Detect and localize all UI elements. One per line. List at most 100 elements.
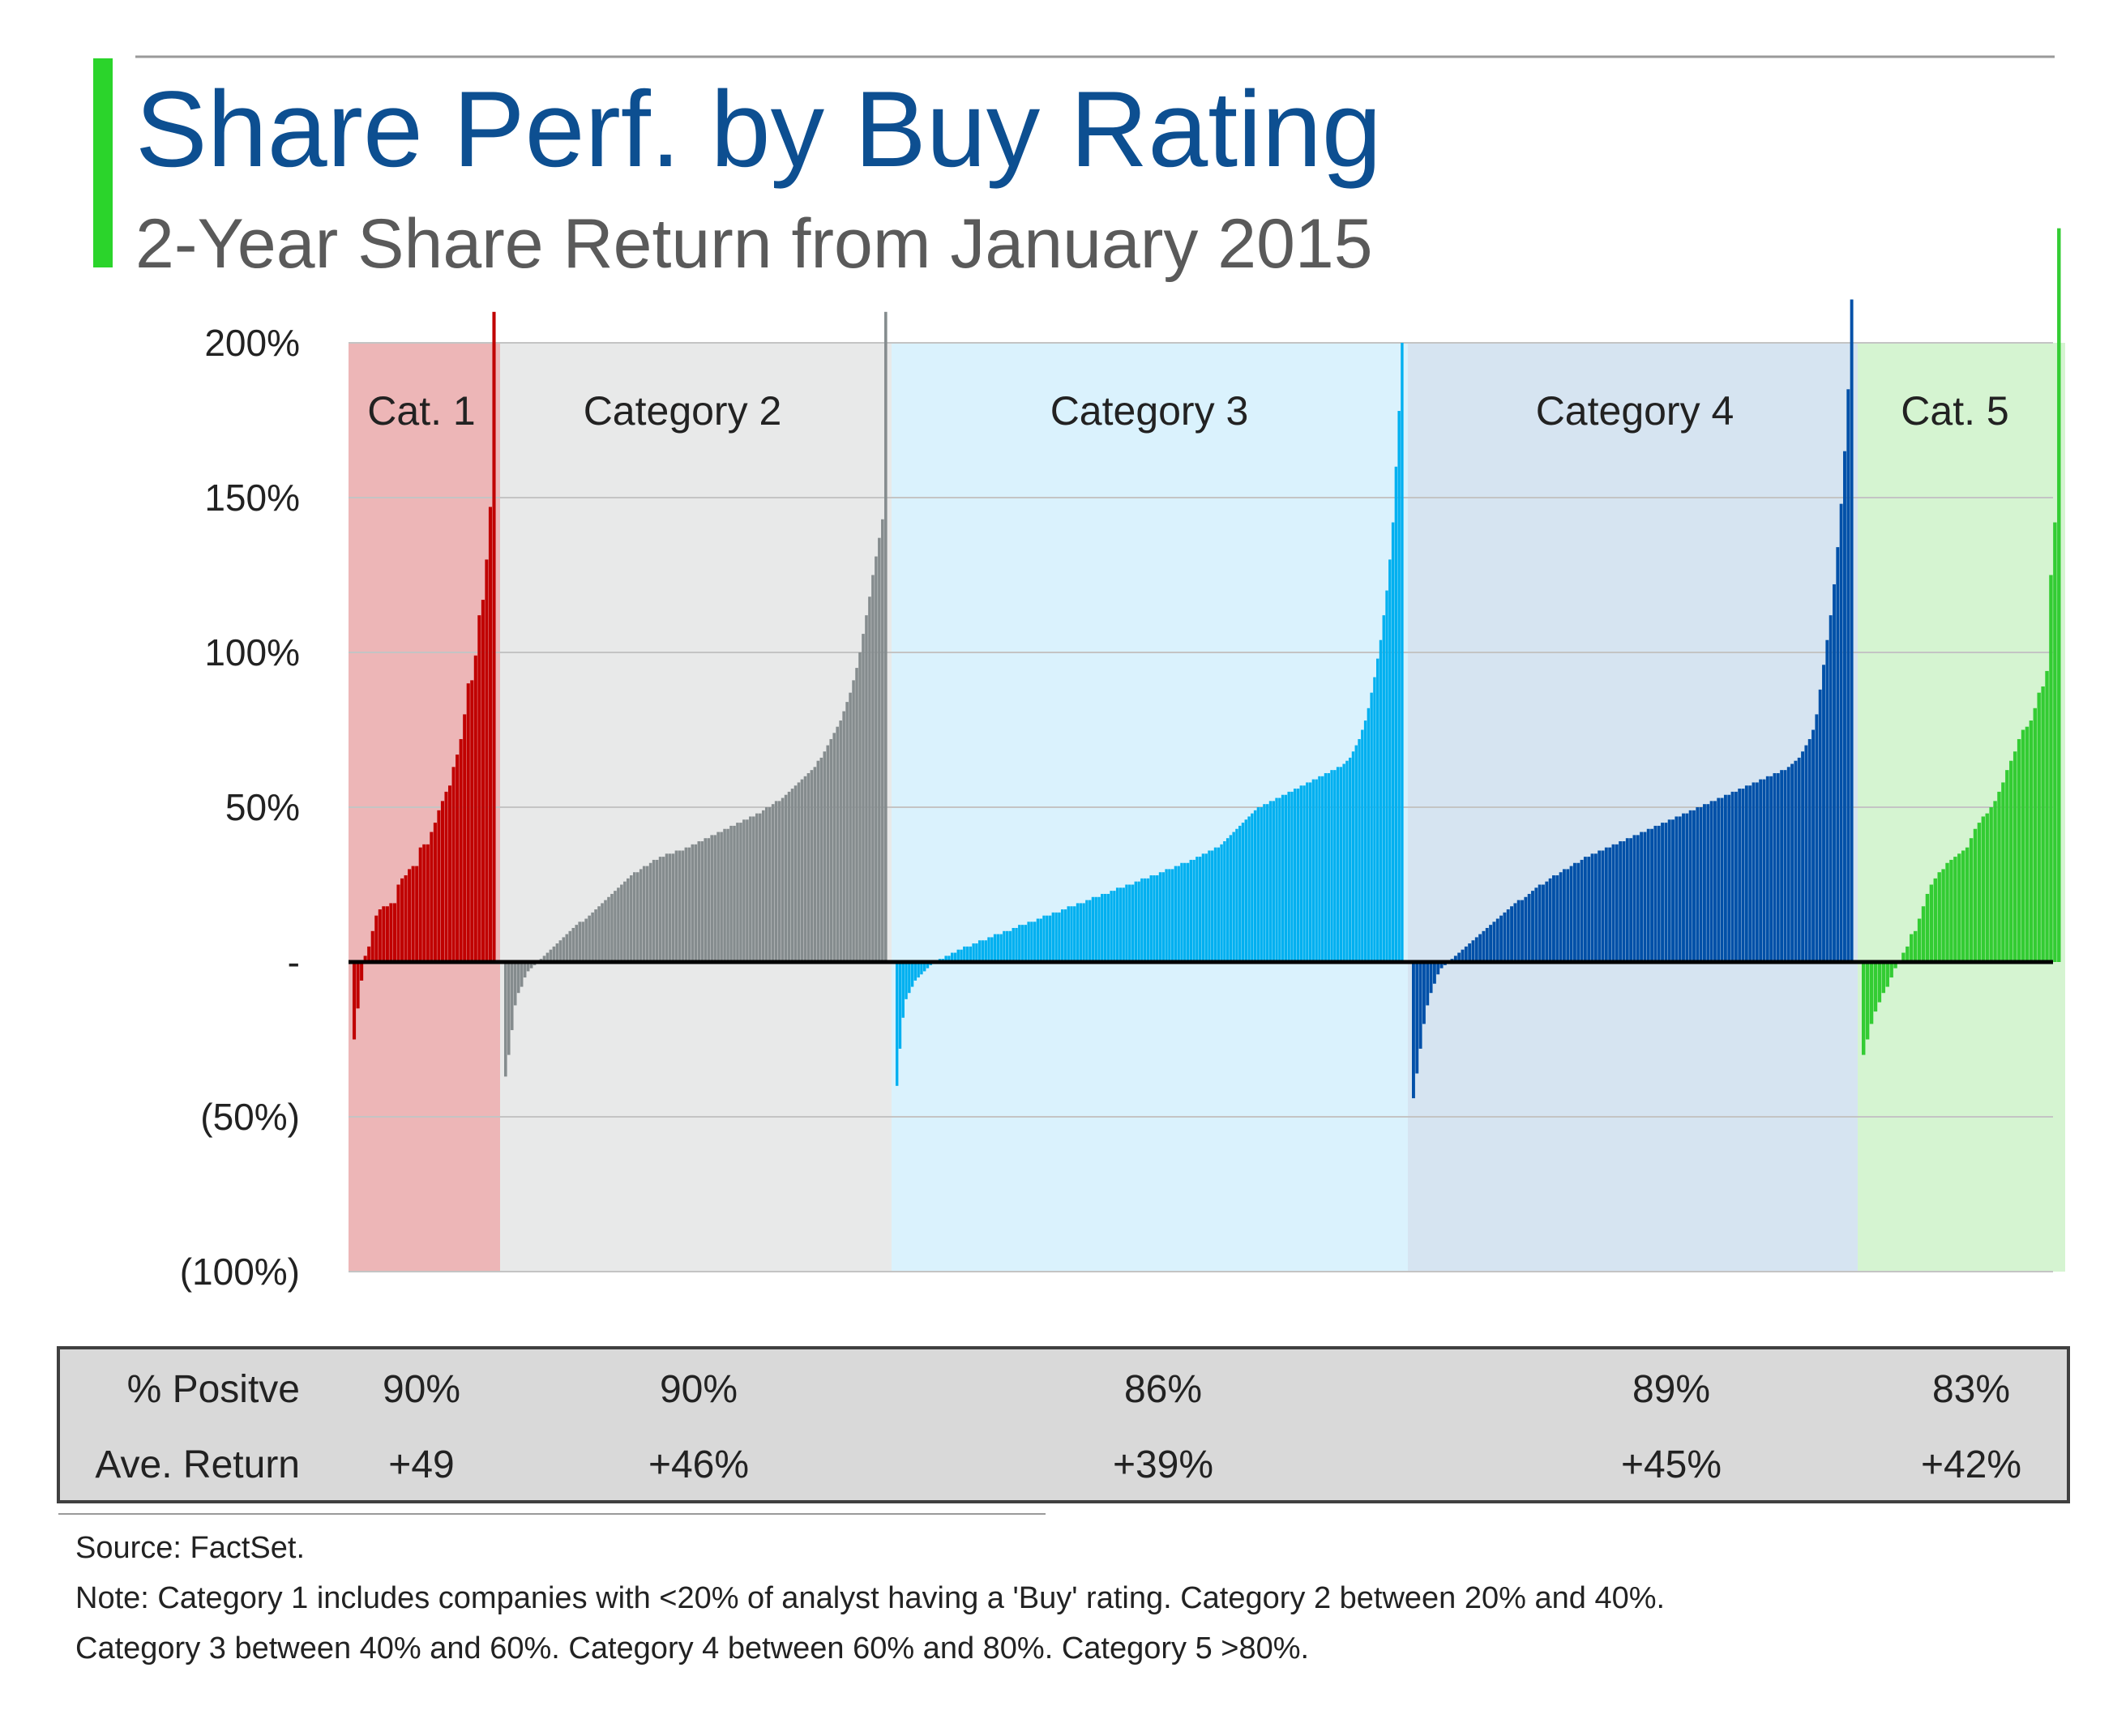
title-accent-bar — [93, 58, 113, 267]
bar — [1048, 915, 1052, 962]
bar — [558, 940, 562, 962]
bar — [1671, 819, 1675, 962]
bar — [1208, 850, 1211, 962]
gridlines — [349, 342, 2053, 1272]
bar — [956, 949, 960, 962]
bar — [1027, 921, 1030, 962]
bar — [617, 887, 620, 962]
bar — [687, 847, 691, 962]
bar — [1238, 825, 1242, 962]
bar — [1256, 807, 1260, 962]
category-4-label: Category 4 — [1536, 388, 1734, 434]
bar — [1327, 772, 1330, 962]
bar — [865, 615, 868, 962]
bar — [1196, 857, 1199, 962]
bar — [542, 956, 546, 962]
bar — [1153, 875, 1156, 962]
bar — [1146, 878, 1150, 962]
category-3-label: Category 3 — [1050, 388, 1249, 434]
bar — [1457, 952, 1461, 962]
bar — [1682, 813, 1685, 962]
bar — [614, 891, 617, 962]
bar — [665, 853, 669, 962]
bar — [1453, 956, 1457, 962]
bar — [356, 962, 360, 1009]
bar — [1287, 791, 1290, 962]
bar — [1278, 797, 1281, 962]
bar — [1953, 857, 1957, 962]
bar — [1339, 767, 1343, 962]
bar — [845, 702, 849, 962]
bar — [1688, 810, 1692, 962]
bar — [800, 779, 804, 962]
bar — [1542, 884, 1545, 962]
bar — [1429, 962, 1433, 994]
bar — [947, 956, 951, 962]
bar — [1615, 844, 1619, 962]
bar — [1818, 689, 1822, 962]
bar — [477, 615, 481, 962]
bar — [1762, 779, 1766, 962]
bar — [648, 862, 652, 962]
bar — [623, 881, 627, 962]
bar — [1889, 962, 1893, 978]
bar — [761, 810, 765, 962]
bar — [610, 893, 614, 962]
bar — [1247, 816, 1251, 962]
bar — [1079, 903, 1083, 962]
bar — [1593, 853, 1598, 962]
bar — [1664, 823, 1668, 962]
bar — [415, 866, 419, 962]
bar — [1925, 893, 1930, 962]
bar — [1815, 714, 1819, 962]
bar — [704, 838, 708, 962]
bar — [2033, 708, 2037, 962]
bar — [1290, 791, 1294, 962]
bar — [485, 559, 489, 962]
bar — [784, 794, 788, 962]
bar — [1937, 872, 1941, 962]
bar — [1020, 925, 1024, 962]
bar — [1260, 807, 1263, 962]
bar — [1945, 862, 1949, 962]
bar — [1220, 844, 1223, 962]
bar — [1229, 835, 1233, 962]
bar — [1590, 853, 1594, 962]
series-3-bars — [896, 343, 1404, 1086]
bar — [1012, 927, 1015, 962]
bar — [1846, 389, 1850, 962]
stats-table — [57, 1346, 2070, 1503]
bar — [1030, 921, 1033, 962]
bar — [1730, 791, 1734, 962]
bar — [1119, 887, 1123, 962]
bar — [1213, 847, 1217, 962]
stats-values: 90% +49 90% +46% 86% +39% 89% +45% 83% +42% — [383, 1368, 2021, 1486]
category-2-label: Category 2 — [584, 388, 782, 434]
bar — [1170, 869, 1174, 962]
bar — [1115, 887, 1119, 962]
bar — [1143, 878, 1147, 962]
ave-return-cat-5: +42% — [1921, 1443, 2021, 1486]
bar — [1336, 767, 1340, 962]
bar — [1382, 615, 1385, 962]
bar — [1755, 782, 1759, 962]
bar — [1134, 881, 1138, 962]
bar — [1232, 832, 1235, 962]
bar — [691, 844, 695, 962]
bar — [639, 869, 643, 962]
bar — [411, 866, 415, 962]
bar — [1003, 930, 1006, 962]
bar — [1217, 847, 1220, 962]
bar — [668, 853, 672, 962]
bar — [481, 600, 485, 962]
bar — [2037, 692, 2041, 962]
bar — [1485, 927, 1489, 962]
y-tick-label: (100%) — [180, 1251, 300, 1293]
bar — [1051, 912, 1055, 962]
bar — [816, 760, 820, 962]
bar — [661, 857, 665, 962]
bar — [1661, 823, 1664, 962]
bar — [1562, 869, 1566, 962]
bar — [1783, 770, 1787, 962]
bar — [1128, 884, 1131, 962]
